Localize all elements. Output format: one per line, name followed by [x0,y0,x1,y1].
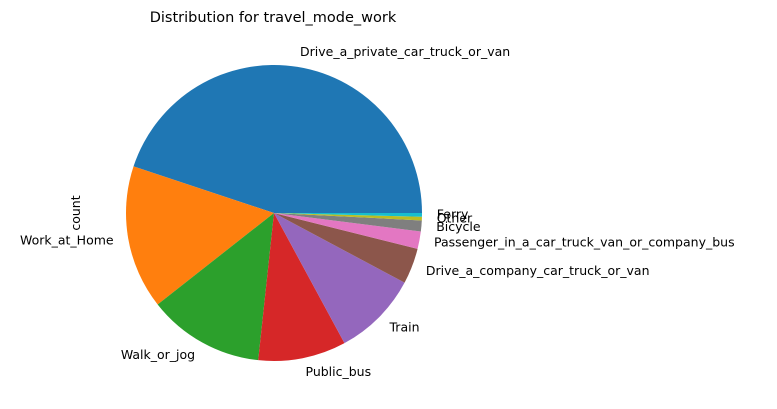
pie-label-drive-a-private-car-truck-or-van: Drive_a_private_car_truck_or_van [300,44,510,59]
pie-slices [125,64,422,362]
pie-slice-public-bus [258,213,345,362]
pie-label-train: Train [389,319,420,334]
pie-label-public-bus: Public_bus [306,364,372,379]
pie-slice-drive-a-private-car-truck-or-van [133,64,422,213]
pie-slice-train [274,213,405,344]
pie-label-passenger-in-a-car-truck-van-or-company-bus: Passenger_in_a_car_truck_van_or_company_… [434,235,735,250]
pie-slice-work-at-home [125,166,274,305]
y-axis-label: count [68,195,83,230]
pie-labels: Drive_a_private_car_truck_or_van Work_at_… [20,44,735,379]
chart-title: Distribution for travel_mode_work [150,10,397,26]
pie-slice-ferry [274,213,422,217]
pie-label-drive-a-company-car-truck-or-van: Drive_a_company_car_truck_or_van [426,263,650,278]
pie-slice-drive-a-company-car-truck-or-van [274,213,418,283]
pie-label-work-at-home: Work_at_Home [20,233,114,248]
pie-label-walk-or-jog: Walk_or_jog [121,347,195,362]
pie-label-other: Other [437,211,473,226]
pie-slice-bicycle [274,213,422,232]
pie-slice-other [274,213,422,221]
pie-label-bicycle: Bicycle [436,219,481,234]
pie-label-ferry: Ferry [437,207,469,222]
pie-slice-walk-or-jog [157,213,274,361]
pie-slice-passenger-in-a-car-truck-van-or-company-bus [274,213,421,249]
